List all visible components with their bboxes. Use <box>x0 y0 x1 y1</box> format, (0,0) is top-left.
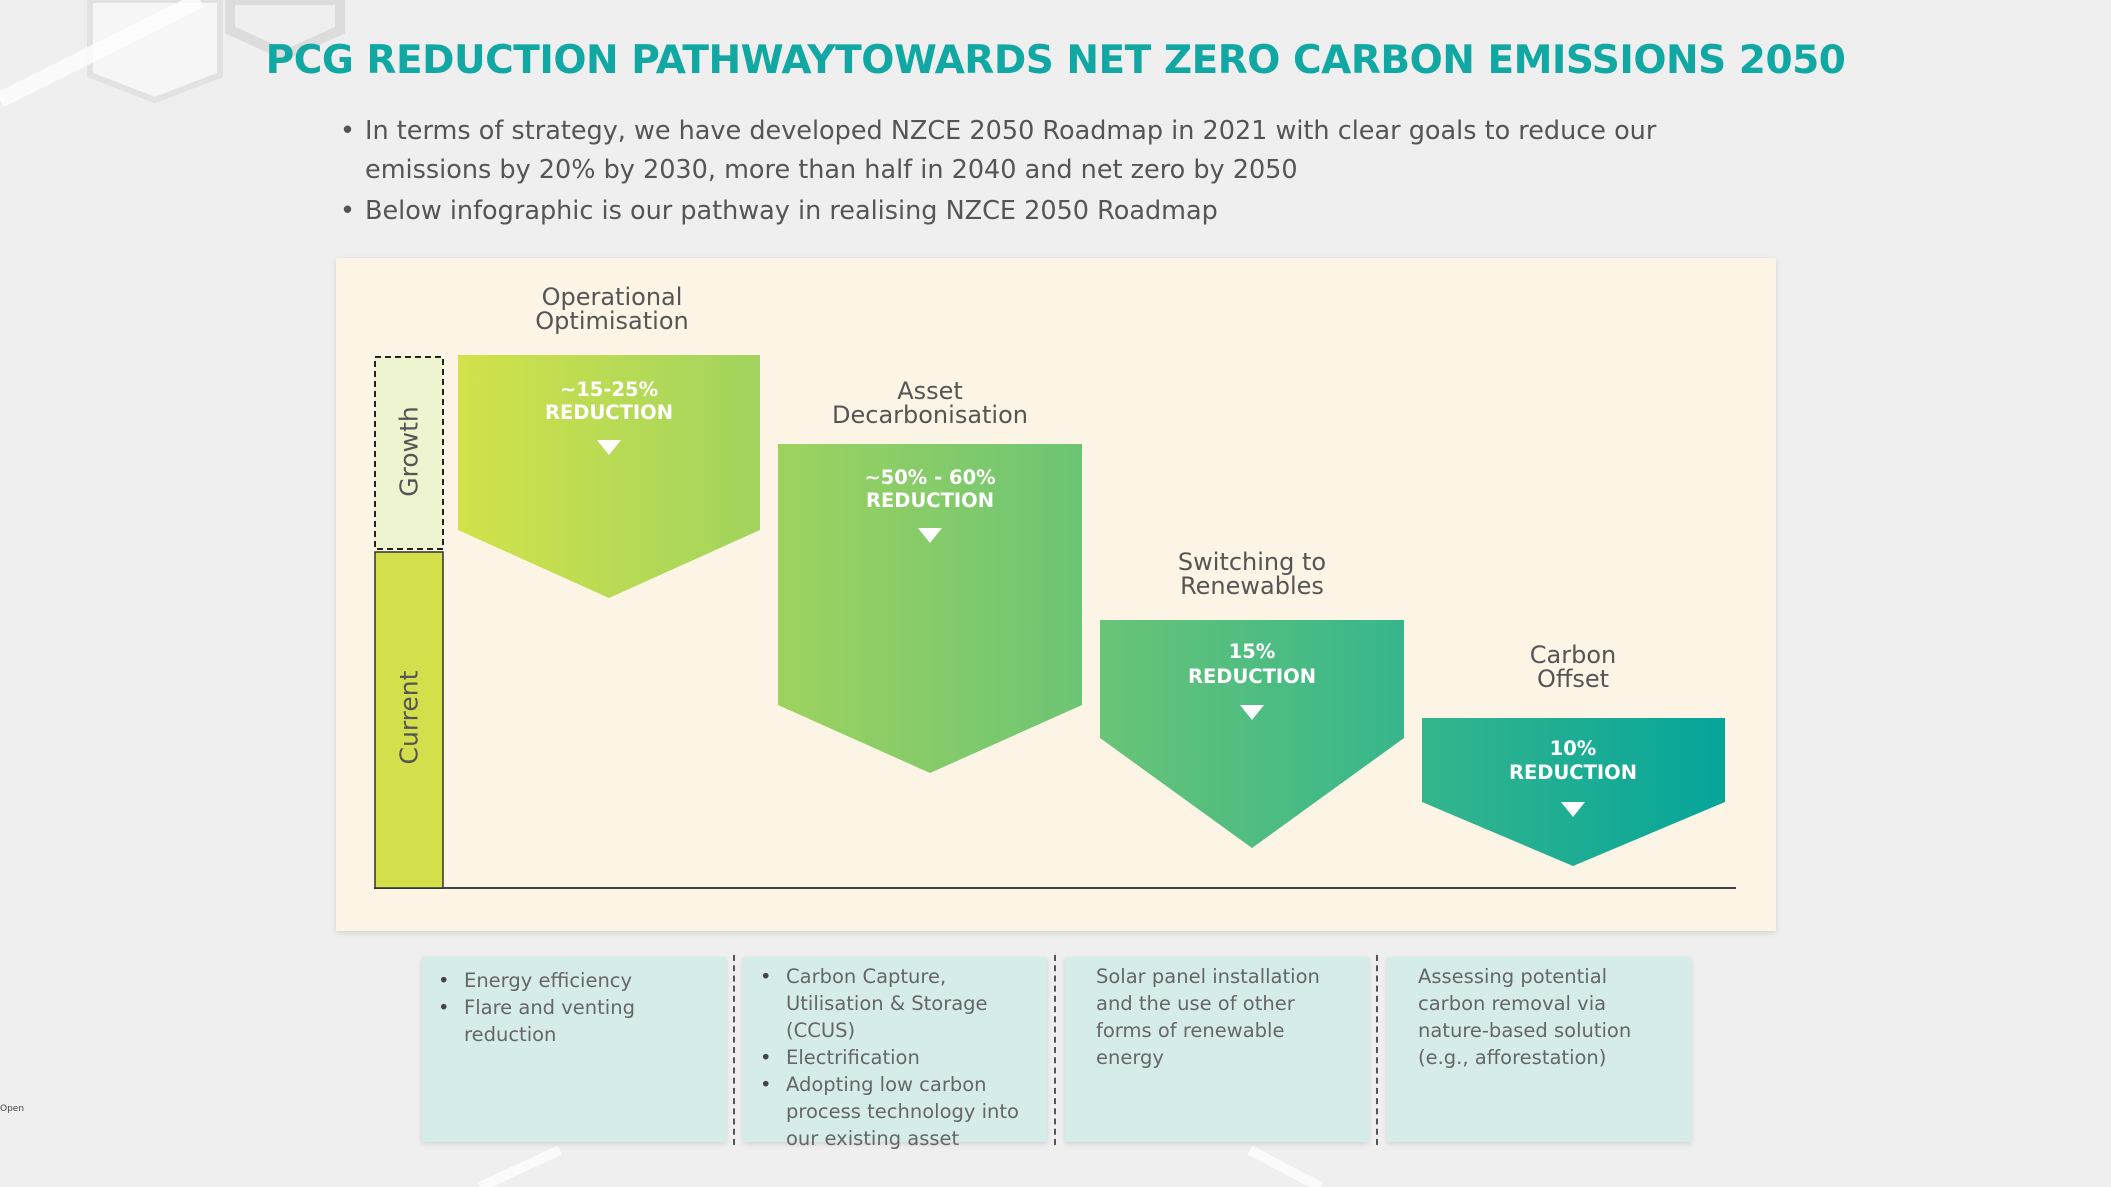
arrow-down-icon <box>1561 802 1585 817</box>
list-item-text: Flare and venting reduction <box>464 996 635 1046</box>
step-title-line: Operational <box>541 283 683 311</box>
card-divider <box>733 955 735 1145</box>
step-reduction-offset: REDUCTION <box>1508 761 1638 784</box>
step-title-offset: Carbon Offset <box>1423 643 1723 691</box>
step-title-line: Offset <box>1536 665 1610 693</box>
step-title-line: Switching to <box>1177 548 1327 576</box>
card-text: Solar panel installation and the use of … <box>1096 965 1320 1069</box>
list-item: • Flare and venting reduction <box>438 996 635 1046</box>
intro-bullet: • Below infographic is our pathway in rea… <box>340 196 1218 226</box>
step-pct-renewables: 15% <box>1228 640 1276 663</box>
intro-bullets: • In terms of strategy, we have developed… <box>340 112 1770 233</box>
card-list: • Carbon Capture, Utilisation & Storage (… <box>760 963 1036 1152</box>
card-text: Assessing potential carbon removal via n… <box>1418 965 1632 1069</box>
step-pct-operational: ~15-25% <box>559 378 659 401</box>
card-renewables: Solar panel installation and the use of … <box>1065 957 1369 1142</box>
step-shape-renewables <box>1100 620 1404 848</box>
list-item: • Carbon Capture, Utilisation & Storage (… <box>760 965 988 1042</box>
list-item-text: Carbon Capture, Utilisation & Storage (C… <box>786 965 988 1042</box>
arrow-down-icon <box>918 528 942 543</box>
step-reduction-renewables: REDUCTION <box>1187 665 1317 688</box>
step-pct-asset: ~50% - 60% <box>864 466 996 489</box>
step-title-line: Asset <box>897 377 963 405</box>
step-title-renewables: Switching to Renewables <box>1102 550 1402 598</box>
growth-box <box>374 356 444 550</box>
step-title-line: Decarbonisation <box>832 401 1028 429</box>
list-item: • Adopting low carbon process technology … <box>760 1073 1019 1150</box>
step-title-asset: Asset Decarbonisation <box>780 379 1080 427</box>
step-title-line: Renewables <box>1180 572 1324 600</box>
card-list: • Energy efficiency • Flare and venting re… <box>438 967 704 1048</box>
list-item: • Energy efficiency <box>438 969 633 992</box>
classification-tag: Open <box>0 1104 25 1114</box>
intro-bullet: • In terms of strategy, we have developed… <box>340 116 1657 185</box>
step-shape-offset <box>1422 718 1725 866</box>
step-pct-offset: 10% <box>1549 737 1597 760</box>
arrow-down-icon <box>1240 705 1264 720</box>
list-item-text: Electrification <box>786 1046 920 1069</box>
card-divider <box>1376 955 1378 1145</box>
step-title-line: Carbon <box>1529 641 1617 669</box>
list-item-text: Adopting low carbon process technology i… <box>786 1073 1019 1150</box>
arrow-down-icon <box>597 440 621 455</box>
axis-label-current: Current <box>394 670 424 765</box>
step-reduction-operational: REDUCTION <box>544 401 674 424</box>
intro-bullet-text: In terms of strategy, we have developed … <box>365 116 1657 185</box>
list-item-text: Energy efficiency <box>464 969 633 992</box>
step-reduction-asset: REDUCTION <box>865 489 995 512</box>
axis-label-growth: Growth <box>394 406 424 497</box>
card-asset: • Carbon Capture, Utilisation & Storage (… <box>743 957 1047 1150</box>
step-title-line: Optimisation <box>535 307 689 335</box>
step-shape-operational <box>458 355 760 598</box>
list-item: • Electrification <box>760 1046 920 1069</box>
card-offset: Assessing potential carbon removal via n… <box>1387 957 1691 1142</box>
card-operational: • Energy efficiency • Flare and venting re… <box>422 957 726 1142</box>
step-title-operational: Operational Optimisation <box>462 285 762 333</box>
step-shape-asset <box>778 444 1082 773</box>
intro-bullet-text: Below infographic is our pathway in real… <box>365 196 1218 226</box>
card-divider <box>1054 955 1056 1145</box>
page-title: PCG REDUCTION PATHWAYTOWARDS NET ZERO CA… <box>265 38 1846 83</box>
current-bar <box>374 551 444 889</box>
